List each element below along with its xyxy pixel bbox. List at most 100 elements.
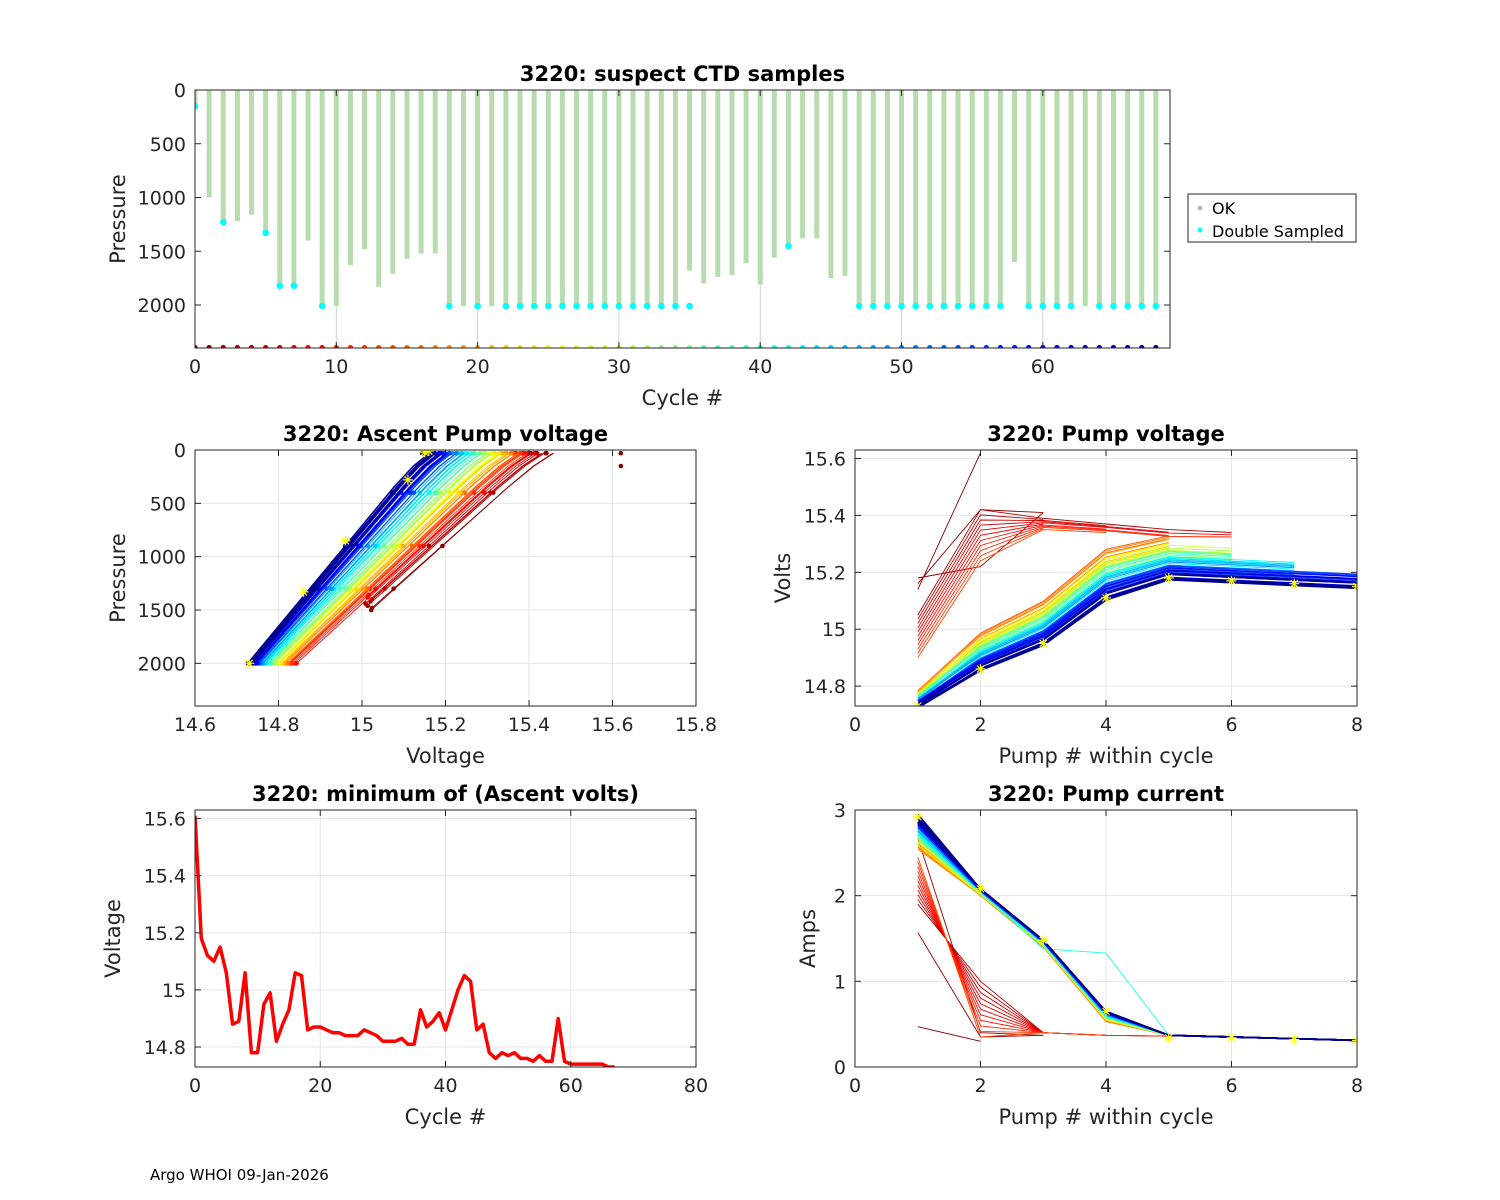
axes-frame <box>194 809 697 1068</box>
cycle-color-marker <box>206 344 212 348</box>
axes-frame <box>854 449 1358 707</box>
y-tick-label: 15.4 <box>804 505 846 527</box>
pump-voltage-line <box>917 558 1295 699</box>
cycle-color-marker <box>517 344 523 348</box>
cycle-color-marker <box>376 344 382 348</box>
cycle-color-marker <box>771 344 777 348</box>
pump-voltage-line <box>917 514 1044 620</box>
cycle-color-marker <box>248 344 255 348</box>
ascent-profile-line <box>255 452 448 664</box>
pump-voltage-line <box>917 521 1169 629</box>
ascent-profile-line <box>289 452 522 664</box>
x-tick-label: 30 <box>607 356 631 378</box>
ascent-profile-line <box>267 452 479 664</box>
pump-voltage-line <box>917 509 1232 616</box>
legend: OK Double Sampled <box>1187 193 1357 243</box>
double-sampled-point <box>195 102 199 110</box>
x-tick-label: 0 <box>849 1075 861 1097</box>
ascent-point <box>417 543 422 549</box>
y-tick-label: 15 <box>822 619 846 641</box>
cycle-color-marker <box>1153 344 1159 348</box>
ascent-profile-line <box>273 452 491 664</box>
pump-voltage-line <box>917 529 1107 658</box>
ascent-profile-line <box>262 452 464 664</box>
pump-voltage-line <box>917 556 1295 699</box>
x-tick-label: 2 <box>974 1075 986 1097</box>
pump-voltage-line <box>917 547 1232 696</box>
ascent-point <box>329 586 334 591</box>
ascent-profile-line <box>371 452 554 609</box>
pump-current-plot <box>912 811 1357 1046</box>
ascent-surface-point <box>517 450 523 456</box>
ascent-profile-line <box>266 452 474 664</box>
pump-voltage-line <box>917 544 1232 694</box>
double-sampled-point <box>940 302 948 310</box>
double-sampled-point <box>601 302 609 310</box>
y-tick-label: 2000 <box>138 653 186 675</box>
cycle-color-marker <box>1068 344 1074 348</box>
ascent-profile-line <box>263 452 469 664</box>
y-tick-label: 15.4 <box>144 866 186 888</box>
ascent-point <box>315 586 320 591</box>
cycle-color-marker <box>785 344 792 348</box>
ascent-profile-line <box>260 452 460 664</box>
ascent-point <box>395 543 400 549</box>
axes-frame <box>854 809 1358 1068</box>
double-sampled-point <box>573 302 580 310</box>
ascent-point <box>433 490 438 495</box>
cycle-color-marker <box>291 344 297 348</box>
x-tick-label: 60 <box>559 1075 583 1097</box>
cycle-color-marker <box>220 344 226 348</box>
ascent-point <box>411 490 417 495</box>
pump-voltage-line <box>917 573 1357 705</box>
double-sampled-point <box>1025 302 1032 310</box>
last-value-marker <box>1038 935 1049 946</box>
cycle-color-marker <box>545 344 551 348</box>
cycle-color-marker <box>955 344 961 348</box>
cycle-color-marker <box>800 344 806 348</box>
last-value-marker <box>402 474 413 485</box>
x-tick-label: 15.2 <box>424 714 466 736</box>
chart-title: 3220: minimum of (Ascent volts) <box>252 782 639 806</box>
y-tick-label: 1 <box>834 971 846 993</box>
cycle-color-marker <box>715 344 721 348</box>
ascent-point <box>342 543 348 549</box>
cycle-color-marker <box>1110 344 1117 348</box>
legend-double-label: Double Sampled <box>1212 222 1344 241</box>
outlier-point <box>618 450 624 456</box>
pump-voltage-line <box>917 536 1169 692</box>
y-tick-label: 500 <box>150 134 186 156</box>
cycle-color-marker <box>856 344 862 348</box>
ascent-point <box>311 586 317 591</box>
y-tick-label: 15.2 <box>804 562 846 584</box>
y-tick-label: 500 <box>150 493 186 515</box>
ascent-point <box>447 490 453 495</box>
double-sampled-point <box>983 302 990 310</box>
ascent-surface-point <box>500 450 505 456</box>
x-tick-label: 0 <box>189 1075 201 1097</box>
ascent-profile-line <box>277 452 500 664</box>
ascent-profile-line <box>251 452 440 664</box>
pump-current-line <box>917 819 1357 1042</box>
ascent-profile-line <box>252 452 442 664</box>
ascent-pump-voltage-frame: 14.6 14.8 15 15.2 15.4 15.6 15.8 0 500 1000 1500 20… <box>106 422 717 768</box>
last-value-marker <box>975 883 986 894</box>
x-tick-label: 8 <box>1351 714 1363 736</box>
ascent-profile-line <box>281 452 507 664</box>
cycle-color-marker <box>644 344 650 348</box>
last-value-marker <box>340 535 351 546</box>
y-tick-label: 15.6 <box>804 449 846 471</box>
y-tick-label: 1500 <box>138 241 186 263</box>
last-value-marker <box>244 658 255 669</box>
last-value-marker <box>975 664 986 675</box>
cycle-color-marker <box>559 344 565 348</box>
last-value-marker <box>1101 592 1111 603</box>
cycle-color-marker <box>701 344 707 348</box>
ascent-profile-line <box>264 452 470 664</box>
x-tick-label: 2 <box>974 714 986 736</box>
cycle-color-marker <box>404 344 410 348</box>
double-sampled-point <box>672 302 679 310</box>
pump-voltage-line <box>917 522 1232 633</box>
cycle-color-marker <box>870 344 876 348</box>
x-tick-label: 15.6 <box>591 714 633 736</box>
